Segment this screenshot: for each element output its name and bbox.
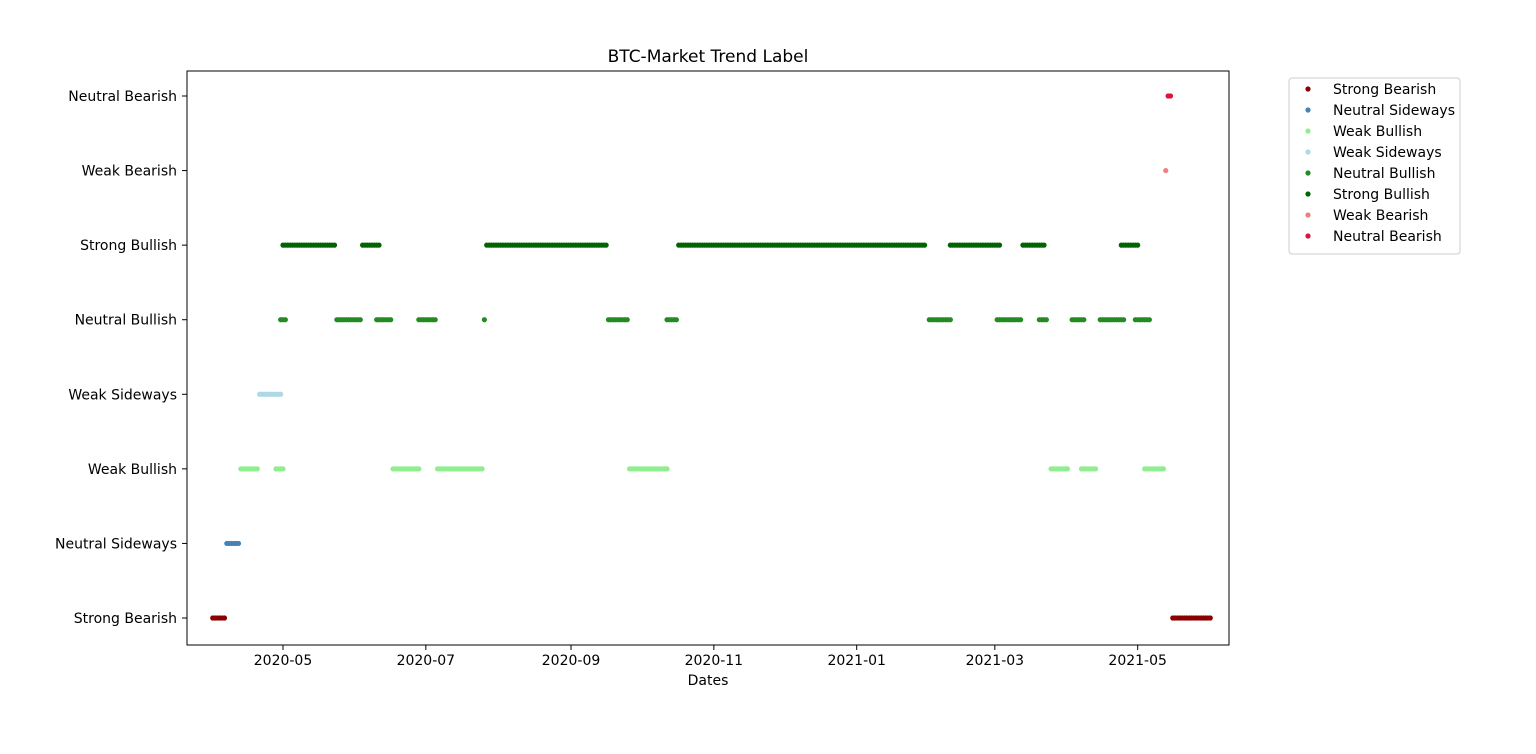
- y-tick-label: Weak Bearish: [82, 164, 177, 180]
- data-point: [221, 615, 228, 621]
- x-tick-label: 2020-11: [685, 653, 744, 669]
- data-point: [331, 242, 338, 248]
- x-tick-label: 2020-09: [542, 653, 601, 669]
- data-point: [1207, 615, 1213, 621]
- data-point: [254, 466, 260, 472]
- legend-marker: [1305, 128, 1311, 134]
- data-point: [947, 317, 953, 323]
- legend-marker: [1305, 170, 1311, 176]
- data-point: [1160, 466, 1167, 472]
- legend-marker: [1305, 233, 1311, 239]
- y-tick-label: Strong Bearish: [74, 611, 177, 627]
- data-point: [1081, 317, 1087, 323]
- x-tick-label: 2021-01: [827, 653, 886, 669]
- legend-label: Neutral Bearish: [1333, 229, 1442, 245]
- legend-label: Strong Bullish: [1333, 187, 1430, 203]
- x-axis: 2020-05 2020-07 2020-09 2020-11 2021-01 2021-…: [254, 645, 1167, 669]
- legend-box: [1288, 77, 1461, 255]
- legend-marker: [1305, 86, 1311, 92]
- legend-label: Weak Bearish: [1333, 208, 1428, 224]
- x-tick-label: 2021-05: [1108, 653, 1167, 669]
- legend-marker: [1305, 191, 1311, 197]
- legend-marker: [1305, 212, 1311, 218]
- data-point: [481, 317, 487, 323]
- data-points: [210, 93, 1213, 621]
- data-point: [479, 466, 485, 472]
- data-point: [1092, 466, 1099, 472]
- data-point: [1146, 317, 1152, 323]
- y-tick-label: Neutral Sideways: [55, 536, 177, 552]
- data-point: [1135, 242, 1141, 248]
- data-point: [388, 317, 394, 323]
- y-tick-label: Neutral Bullish: [75, 313, 177, 329]
- x-axis-label: Dates: [688, 673, 729, 689]
- data-point: [282, 317, 288, 323]
- data-point: [1167, 93, 1174, 99]
- y-tick-label: Strong Bullish: [80, 238, 177, 254]
- legend-marker: [1305, 149, 1311, 155]
- data-point: [624, 317, 630, 323]
- legend-label: Weak Bullish: [1333, 124, 1422, 140]
- x-tick-label: 2020-05: [254, 653, 313, 669]
- data-point: [603, 242, 609, 248]
- data-point: [922, 242, 928, 248]
- legend-label: Strong Bearish: [1333, 82, 1436, 98]
- legend-label: Neutral Sideways: [1333, 103, 1455, 119]
- legend-label: Weak Sideways: [1333, 145, 1442, 161]
- y-axis: Strong Bearish Neutral Sideways Weak Bulli…: [55, 89, 187, 627]
- legend: Strong Bearish Neutral Sideways Weak Bulli…: [1288, 77, 1461, 255]
- data-point: [1163, 167, 1169, 174]
- data-point: [235, 540, 242, 547]
- data-point: [1043, 317, 1049, 323]
- series-neutral-bearish: [1165, 93, 1174, 99]
- y-tick-label: Neutral Bearish: [68, 89, 177, 105]
- legend-marker: [1305, 107, 1311, 113]
- data-point: [673, 317, 679, 323]
- legend-label: Neutral Bullish: [1333, 166, 1435, 182]
- data-point: [1121, 317, 1127, 323]
- x-tick-label: 2020-07: [397, 653, 456, 669]
- data-point: [1018, 317, 1024, 323]
- series-weak-bullish: [238, 466, 1167, 472]
- series-strong-bullish: [280, 242, 1141, 248]
- y-tick-label: Weak Sideways: [68, 387, 177, 403]
- plot-area-frame: [186, 70, 1230, 646]
- chart-title: BTC-Market Trend Label: [608, 47, 809, 67]
- x-tick-label: 2021-03: [966, 653, 1025, 669]
- series-strong-bearish: [210, 615, 1213, 621]
- data-point: [664, 466, 670, 472]
- data-point: [376, 242, 382, 248]
- data-point: [278, 391, 284, 397]
- data-point: [280, 466, 286, 472]
- data-point: [357, 317, 363, 323]
- y-tick-label: Weak Bullish: [88, 462, 177, 478]
- data-point: [432, 317, 438, 323]
- data-point: [416, 466, 422, 472]
- series-neutral-bullish: [278, 317, 1152, 323]
- data-point: [996, 242, 1003, 248]
- series-weak-bearish: [1163, 167, 1169, 174]
- data-point: [1041, 242, 1047, 248]
- series-weak-sideways: [256, 391, 284, 397]
- data-point: [1064, 466, 1071, 472]
- series-neutral-sideways: [224, 540, 242, 547]
